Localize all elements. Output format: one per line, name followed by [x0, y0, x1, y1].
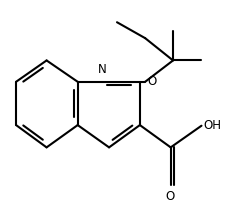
Text: OH: OH [203, 119, 221, 132]
Text: O: O [147, 75, 156, 88]
Text: O: O [165, 190, 174, 203]
Text: N: N [98, 63, 107, 76]
